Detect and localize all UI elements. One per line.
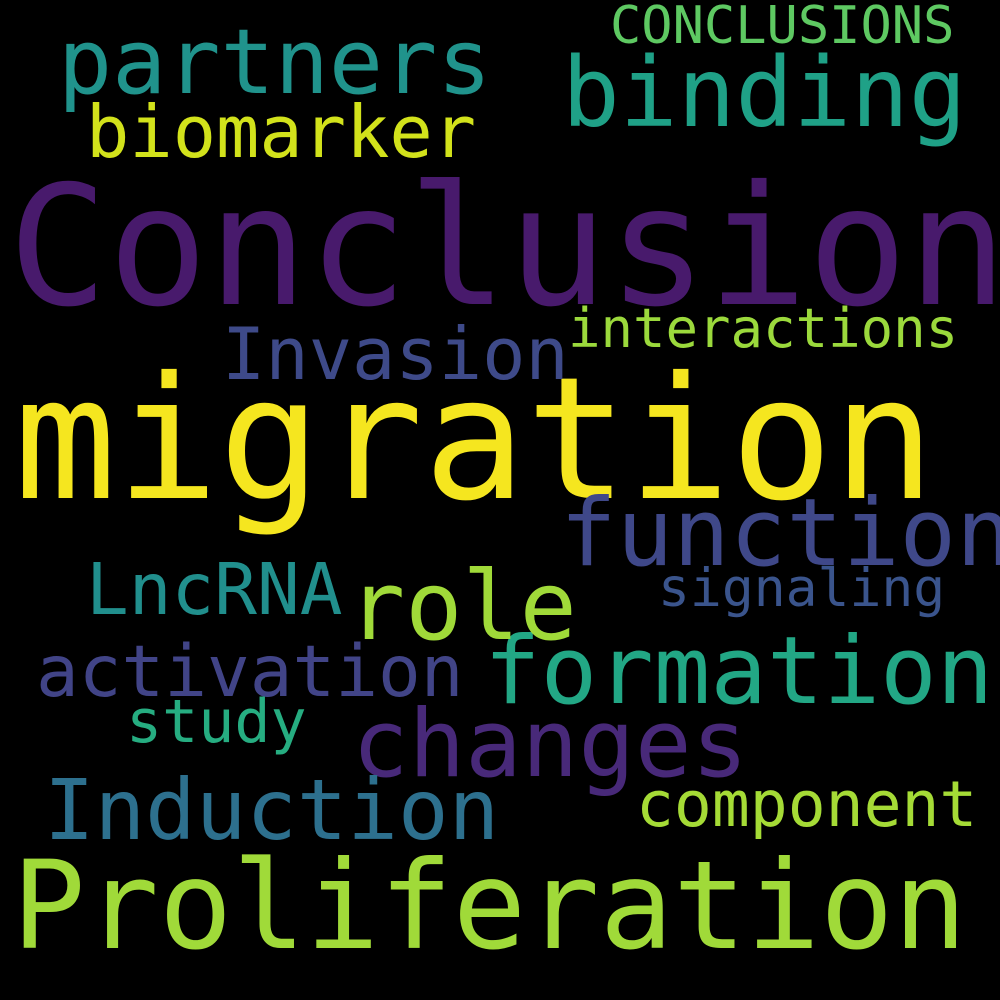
- word-binding: binding: [562, 37, 967, 149]
- word-proliferation: Proliferation: [12, 835, 967, 977]
- word-role: role: [348, 552, 577, 662]
- word-migration: migration: [14, 341, 936, 539]
- word-invasion: Invasion: [222, 312, 569, 396]
- word-formation: formation: [484, 617, 994, 726]
- word-biomarker: biomarker: [86, 90, 477, 174]
- word-function: function: [560, 479, 1000, 588]
- word-signaling: signaling: [658, 558, 946, 619]
- word-lncrna: LncRNA: [86, 548, 343, 631]
- word-activation: activation: [36, 630, 464, 713]
- word-partners: partners: [58, 10, 492, 115]
- word-induction: Induction: [44, 761, 500, 859]
- word-conclusion: Conclusion: [8, 151, 1000, 344]
- word-component: component: [636, 768, 978, 841]
- word-changes: changes: [352, 690, 749, 799]
- word-conclusions-caps: CONCLUSIONS: [610, 0, 955, 56]
- word-study: study: [126, 687, 307, 757]
- word-interactions: interactions: [568, 297, 959, 360]
